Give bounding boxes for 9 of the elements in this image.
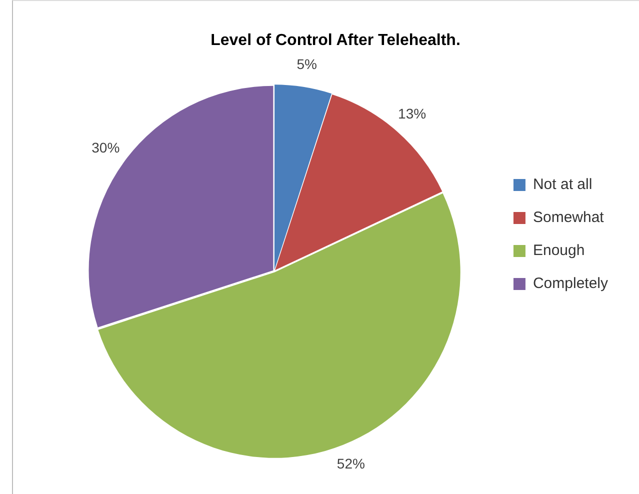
legend-label: Not at all — [532, 176, 592, 194]
legend-label: Completely — [532, 275, 608, 292]
legend-label: Somewhat — [532, 209, 605, 226]
data-label: 5% — [296, 56, 317, 72]
legend-label: Enough — [532, 242, 585, 260]
data-label: 52% — [336, 456, 365, 472]
data-label: 30% — [92, 139, 120, 156]
chart-title: Level of Control After Telehealth. — [210, 32, 460, 50]
data-label: 13% — [398, 106, 426, 122]
